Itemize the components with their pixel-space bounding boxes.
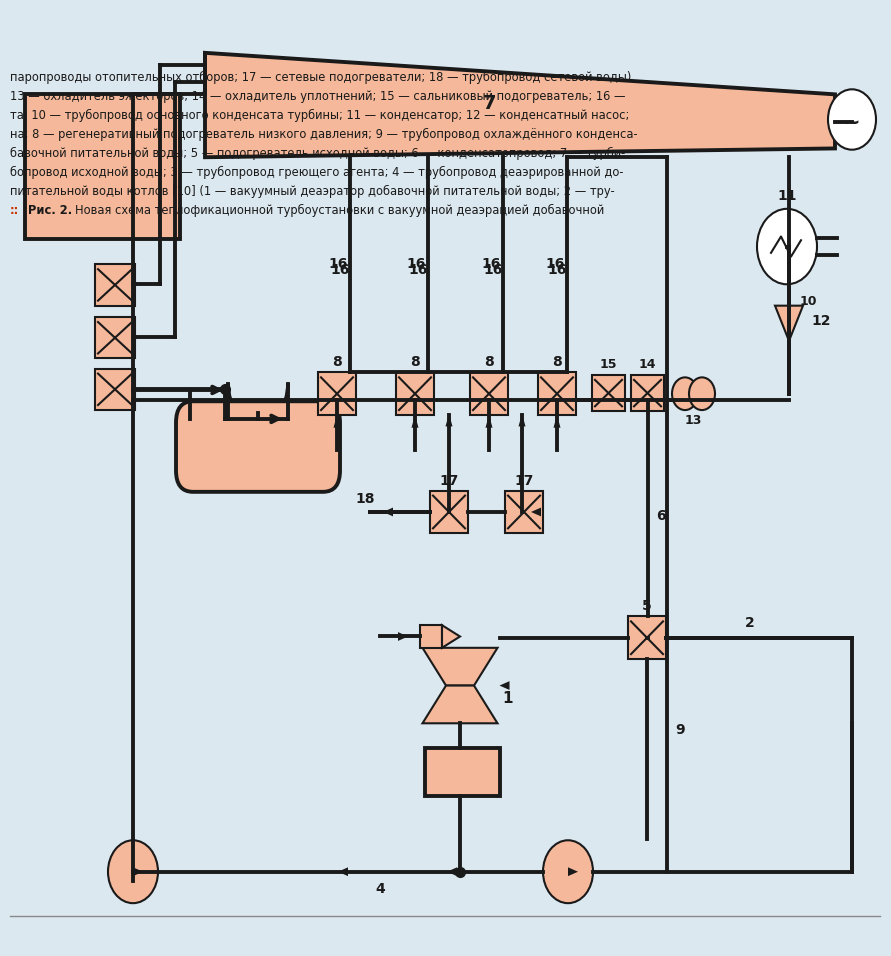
Text: 16: 16: [481, 257, 501, 272]
Polygon shape: [486, 415, 493, 427]
Text: 16: 16: [328, 257, 347, 272]
Text: ~: ~: [844, 113, 860, 132]
Bar: [505, 490, 543, 533]
Polygon shape: [398, 632, 408, 641]
Text: 17: 17: [514, 473, 534, 488]
Text: 2: 2: [745, 616, 755, 630]
Circle shape: [689, 378, 715, 410]
Circle shape: [828, 89, 876, 150]
Text: 8: 8: [410, 356, 420, 369]
Bar: [628, 617, 666, 659]
Text: 9: 9: [675, 723, 684, 736]
Text: Новая схема теплофикационной турбоустановки с вакуумной деаэрацией добавочной: Новая схема теплофикационной турбоустано…: [75, 204, 604, 217]
Text: паропроводы отопительных отборов; 17 — сетевые подогреватели; 18 — трубопровод с: паропроводы отопительных отборов; 17 — с…: [10, 71, 632, 84]
Text: 16: 16: [483, 264, 503, 277]
Polygon shape: [412, 415, 419, 427]
Polygon shape: [205, 53, 835, 157]
Text: 16: 16: [545, 257, 565, 272]
Bar: [470, 372, 508, 415]
Polygon shape: [447, 867, 457, 876]
Polygon shape: [338, 867, 348, 876]
Polygon shape: [333, 415, 340, 427]
Text: 6: 6: [656, 509, 666, 523]
Circle shape: [108, 840, 158, 903]
Bar: [592, 375, 625, 411]
Bar: [95, 317, 135, 358]
Text: 13: 13: [684, 414, 702, 426]
Text: 8: 8: [552, 356, 562, 369]
Bar: [420, 625, 442, 648]
FancyBboxPatch shape: [176, 402, 340, 491]
Bar: [425, 749, 500, 796]
Text: питательной воды котлов [10] (1 — вакуумный деаэратор добавочной питательной вод: питательной воды котлов [10] (1 — вакуум…: [10, 185, 615, 198]
Bar: [95, 264, 135, 306]
Polygon shape: [568, 867, 578, 876]
Polygon shape: [383, 508, 393, 516]
Polygon shape: [133, 867, 143, 876]
Text: 10: 10: [800, 295, 818, 309]
Text: 8: 8: [332, 356, 342, 369]
Bar: [318, 372, 356, 415]
Text: 18: 18: [356, 492, 375, 507]
Text: 16: 16: [408, 264, 428, 277]
Bar: [396, 372, 434, 415]
Polygon shape: [500, 681, 510, 690]
Text: 8: 8: [484, 356, 494, 369]
Text: 7: 7: [483, 94, 497, 113]
Circle shape: [543, 840, 593, 903]
Circle shape: [672, 378, 698, 410]
Text: 16: 16: [547, 264, 567, 277]
Polygon shape: [553, 415, 560, 427]
Text: та; 10 — трубопровод основного конденсата турбины; 11 — конденсатор; 12 — конден: та; 10 — трубопровод основного конденсат…: [10, 109, 629, 122]
Bar: [631, 375, 664, 411]
Text: 14: 14: [638, 358, 656, 371]
Text: бопровод исходной воды; 3 — трубопровод греющего агента; 4 — трубопровод деаэрир: бопровод исходной воды; 3 — трубопровод …: [10, 166, 624, 179]
Polygon shape: [446, 414, 453, 426]
Polygon shape: [519, 414, 526, 426]
Text: 4: 4: [375, 882, 385, 897]
Text: 17: 17: [439, 473, 459, 488]
Text: 16: 16: [406, 257, 426, 272]
Polygon shape: [442, 625, 460, 648]
Text: Рис. 2.: Рис. 2.: [24, 204, 76, 217]
Text: 16: 16: [331, 264, 349, 277]
Polygon shape: [531, 508, 541, 516]
Polygon shape: [422, 648, 497, 685]
Polygon shape: [422, 685, 497, 724]
Polygon shape: [775, 306, 803, 341]
Bar: [95, 369, 135, 410]
Bar: [430, 490, 468, 533]
Text: ::: ::: [10, 204, 20, 217]
Text: на; 8 — регенеративный подогреватель низкого давления; 9 — трубопровод охлаждённ: на; 8 — регенеративный подогреватель низ…: [10, 128, 638, 141]
Bar: [538, 372, 576, 415]
Text: 5: 5: [642, 599, 652, 614]
Text: 1: 1: [503, 690, 513, 706]
Text: 12: 12: [811, 314, 830, 328]
Bar: [25, 95, 180, 239]
Circle shape: [757, 208, 817, 284]
Text: 13 — охладитель эжекторов; 14 — охладитель уплотнений; 15 — сальниковый подогрев: 13 — охладитель эжекторов; 14 — охладите…: [10, 90, 625, 103]
Text: бавочной питательной воды; 5 — подогреватель исходной воды; 6 — конденсатопровод: бавочной питательной воды; 5 — подогрева…: [10, 147, 625, 160]
Text: 15: 15: [600, 358, 617, 371]
Text: 11: 11: [777, 189, 797, 204]
